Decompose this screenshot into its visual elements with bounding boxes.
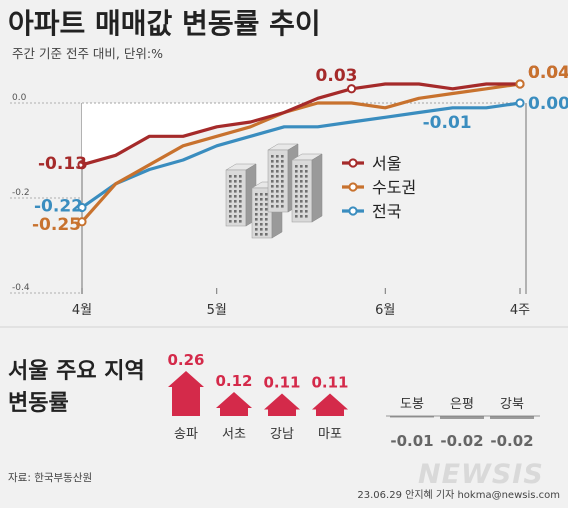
credit-line: 23.06.29 안지혜 기자 hokma@newsis.com — [357, 489, 560, 501]
y-tick-label: -0.2 — [12, 188, 30, 198]
legend-swatch-marker — [348, 182, 358, 192]
bar-value-label: 0.26 — [167, 351, 204, 369]
legend-label: 전국 — [372, 202, 401, 221]
legend-swatch-marker — [348, 158, 358, 168]
bar-value-label: -0.01 — [390, 432, 433, 450]
bar-down — [490, 416, 534, 419]
line-chart: 0.0 -0.2 -0.4 4월 5월 6월 4주 -0.13 0.03 0.04 -0.25 0… — [10, 63, 568, 318]
bar-down — [390, 416, 434, 418]
series-line-서울 — [81, 82, 520, 167]
bar-category-label: 강남 — [270, 427, 294, 442]
bar-up-arrow — [168, 371, 204, 416]
y-tick-label: -0.4 — [12, 283, 30, 293]
bar-down — [440, 416, 484, 419]
bar-value-label: 0.11 — [263, 374, 300, 392]
bar-value-label: 0.11 — [311, 374, 348, 392]
bar-category-label: 강북 — [500, 397, 524, 412]
bar-up-arrow — [216, 392, 252, 416]
y-tick-label: 0.0 — [12, 93, 27, 103]
bar-up-arrow — [312, 393, 348, 416]
data-point-marker — [346, 84, 357, 94]
legend-label: 서울 — [372, 154, 401, 173]
x-tick-label: 5월 — [207, 303, 227, 318]
page-subtitle: 주간 기준 전주 대비, 단위:% — [12, 46, 163, 61]
data-label: 0.04 — [528, 63, 568, 83]
data-label: -0.01 — [423, 113, 472, 133]
newsis-logo: NEWSIS — [418, 459, 544, 490]
data-label: -0.22 — [34, 197, 83, 217]
data-label: -0.25 — [32, 215, 81, 235]
negative-area-fill — [82, 103, 307, 165]
x-tick-label: 4월 — [72, 303, 92, 318]
bar-value-label: 0.12 — [215, 372, 252, 390]
bar-up-arrow — [264, 393, 300, 416]
legend-swatch-marker — [348, 206, 358, 216]
data-point-marker — [77, 217, 87, 227]
bar-category-label: 서초 — [222, 427, 246, 442]
data-label: -0.13 — [38, 154, 87, 174]
data-point-marker — [515, 79, 525, 89]
x-tick-label: 6월 — [375, 303, 395, 318]
bar-value-label: -0.02 — [490, 432, 533, 450]
data-point-marker — [77, 160, 87, 170]
bar-category-label: 은평 — [450, 397, 474, 412]
x-tick-label: 4주 — [510, 303, 530, 318]
source-note: 자료: 한국부동산원 — [8, 472, 92, 484]
bar-value-label: -0.02 — [440, 432, 483, 450]
page-title: 아파트 매매값 변동률 추이 — [8, 7, 321, 40]
data-point-marker — [77, 202, 87, 213]
bar-chart-title-line1: 서울 주요 지역 — [8, 359, 145, 384]
data-label: 0.03 — [316, 66, 358, 86]
bar-category-label: 도봉 — [400, 397, 424, 412]
series-line-전국 — [81, 101, 521, 209]
series-line-수도권 — [80, 82, 521, 223]
bar-chart-title-line2: 변동률 — [8, 391, 69, 416]
building-illustration — [225, 143, 323, 239]
bar-category-label: 송파 — [174, 427, 198, 442]
data-point-marker — [515, 98, 525, 108]
legend-label: 수도권 — [372, 178, 416, 197]
data-label: 0.00 — [528, 94, 568, 114]
bar-chart: 0.26 송파 0.12 서초 0.11 강남 0.11 마포 도봉 -0.01 은평 -0.02 강북… — [167, 351, 540, 450]
data-label: 0.04 — [528, 63, 568, 83]
bar-category-label: 마포 — [318, 427, 342, 442]
